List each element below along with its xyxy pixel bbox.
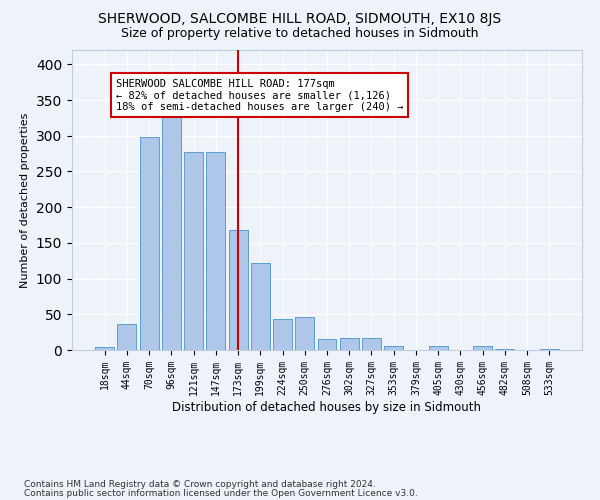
Bar	[295, 317, 314, 350]
X-axis label: Distribution of detached houses by size in Sidmouth: Distribution of detached houses by size …	[173, 400, 482, 413]
Bar	[540, 348, 559, 350]
Text: SHERWOOD, SALCOMBE HILL ROAD, SIDMOUTH, EX10 8JS: SHERWOOD, SALCOMBE HILL ROAD, SIDMOUTH, …	[98, 12, 502, 26]
Y-axis label: Number of detached properties: Number of detached properties	[20, 112, 31, 288]
Bar	[184, 152, 203, 350]
Bar	[273, 318, 292, 350]
Bar	[429, 346, 448, 350]
Text: Contains public sector information licensed under the Open Government Licence v3: Contains public sector information licen…	[24, 488, 418, 498]
Bar	[340, 338, 359, 350]
Bar	[95, 347, 114, 350]
Bar	[229, 230, 248, 350]
Bar	[384, 346, 403, 350]
Bar	[140, 137, 158, 350]
Bar	[317, 338, 337, 350]
Bar	[473, 346, 492, 350]
Bar	[251, 263, 270, 350]
Text: Contains HM Land Registry data © Crown copyright and database right 2024.: Contains HM Land Registry data © Crown c…	[24, 480, 376, 489]
Bar	[362, 338, 381, 350]
Text: Size of property relative to detached houses in Sidmouth: Size of property relative to detached ho…	[121, 28, 479, 40]
Bar	[118, 324, 136, 350]
Text: SHERWOOD SALCOMBE HILL ROAD: 177sqm
← 82% of detached houses are smaller (1,126): SHERWOOD SALCOMBE HILL ROAD: 177sqm ← 82…	[116, 78, 403, 112]
Bar	[162, 116, 181, 350]
Bar	[206, 152, 225, 350]
